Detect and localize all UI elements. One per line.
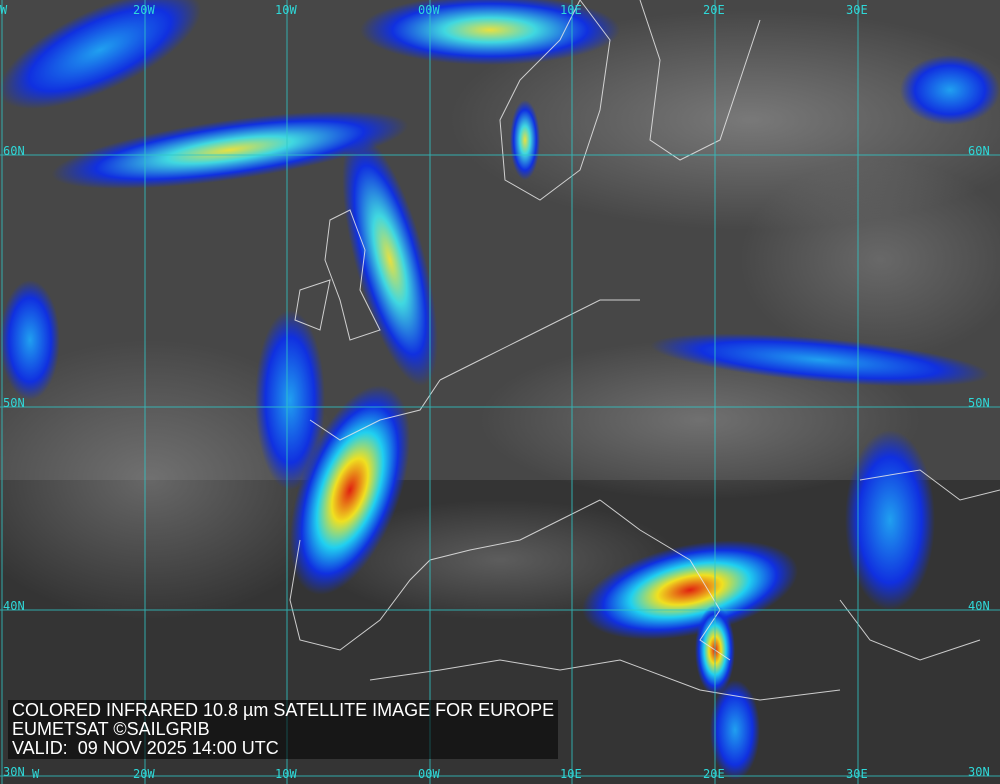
latitude-label-right: 50N <box>968 396 990 410</box>
longitude-label-top: 10E <box>560 3 582 17</box>
latitude-label-left: 30N <box>3 765 25 779</box>
latitude-label-left: 40N <box>3 599 25 613</box>
longitude-label-top: 20W <box>133 3 155 17</box>
latitude-label-right: 40N <box>968 599 990 613</box>
longitude-label-top: W <box>0 3 8 17</box>
longitude-label-bottom: W <box>32 767 40 781</box>
longitude-label-bottom: 30E <box>846 767 868 781</box>
caption-credit: EUMETSAT ©SAILGRIB <box>12 719 210 739</box>
latitude-label-right: 30N <box>968 765 990 779</box>
longitude-label-bottom: 20E <box>703 767 725 781</box>
caption-valid-time: VALID: 09 NOV 2025 14:00 UTC <box>12 738 279 758</box>
longitude-label-bottom: 20W <box>133 767 155 781</box>
longitude-label-top: 00W <box>418 3 440 17</box>
longitude-label-bottom: 10W <box>275 767 297 781</box>
longitude-label-top: 10W <box>275 3 297 17</box>
longitude-label-bottom: 10E <box>560 767 582 781</box>
latitude-label-right: 60N <box>968 144 990 158</box>
latitude-label-left: 60N <box>3 144 25 158</box>
latitude-label-left: 50N <box>3 396 25 410</box>
longitude-label-top: 30E <box>846 3 868 17</box>
image-caption: COLORED INFRARED 10.8 µm SATELLITE IMAGE… <box>8 700 559 759</box>
caption-title: COLORED INFRARED 10.8 µm SATELLITE IMAGE… <box>12 700 555 720</box>
longitude-label-top: 20E <box>703 3 725 17</box>
longitude-label-bottom: 00W <box>418 767 440 781</box>
coastlines <box>289 0 1000 701</box>
